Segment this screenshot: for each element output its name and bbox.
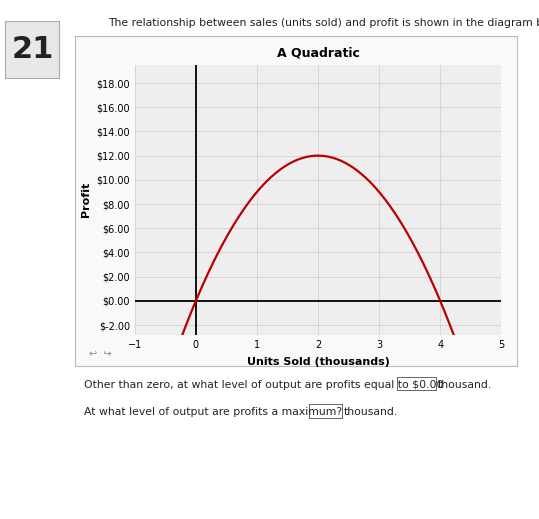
- Y-axis label: Profit: Profit: [81, 182, 91, 217]
- Text: At what level of output are profits a maximum?: At what level of output are profits a ma…: [84, 407, 342, 417]
- X-axis label: Units Sold (thousands): Units Sold (thousands): [246, 357, 390, 366]
- Title: A Quadratic: A Quadratic: [277, 47, 360, 60]
- Text: ↩  ↪: ↩ ↪: [89, 349, 112, 359]
- Text: thousand.: thousand.: [344, 407, 398, 417]
- Text: 21: 21: [11, 35, 53, 64]
- Text: thousand.: thousand.: [438, 380, 492, 390]
- Text: Other than zero, at what level of output are profits equal to $0.00: Other than zero, at what level of output…: [84, 380, 443, 390]
- Text: The relationship between sales (units sold) and profit is shown in the diagram b: The relationship between sales (units so…: [108, 18, 539, 28]
